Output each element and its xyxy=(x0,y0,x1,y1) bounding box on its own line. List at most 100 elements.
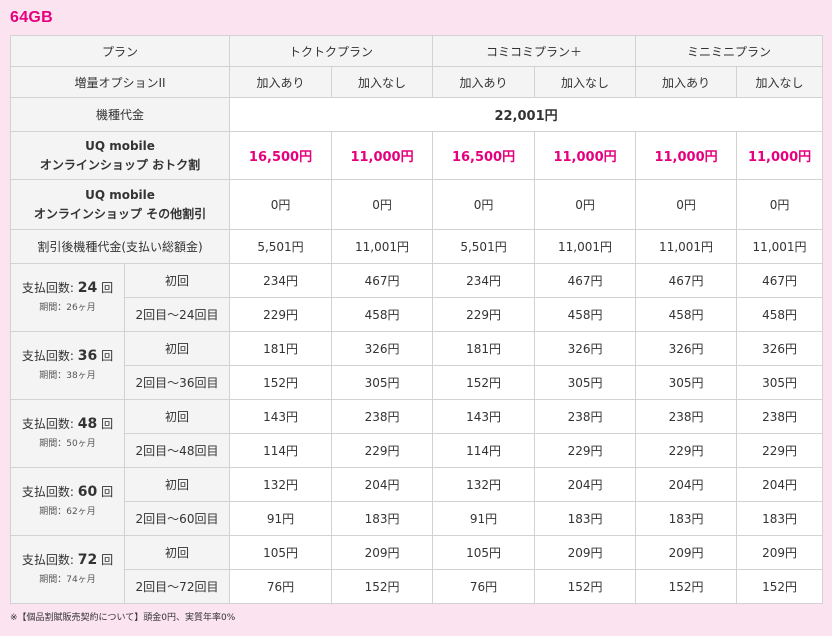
after-discount-value: 11,001円 xyxy=(331,229,434,264)
payment-rest-value: 458円 xyxy=(534,297,637,332)
plan-name: コミコミプラン＋ xyxy=(432,35,637,67)
payment-rest-value: 229円 xyxy=(534,433,637,468)
discount2-label: UQ mobile オンラインショップ その他割引 xyxy=(9,179,231,230)
discount2-value: 0円 xyxy=(736,179,824,230)
payment-rest-value: 114円 xyxy=(432,433,536,468)
payment-first-value: 204円 xyxy=(534,467,637,502)
payment-count-cell: 支払回数: 36 回期間：38ヶ月 xyxy=(10,331,125,400)
payment-rest-value: 305円 xyxy=(635,365,738,400)
option-value: 加入なし xyxy=(736,66,824,98)
payment-first-row: 支払回数: 36 回期間：38ヶ月 初回 181円 326円 181円 326円 326円 3… xyxy=(10,331,824,400)
payment-first-label: 初回 xyxy=(123,467,231,502)
payment-first-value: 467円 xyxy=(534,263,637,298)
payment-first-value: 209円 xyxy=(736,535,824,570)
payment-suffix: 回 xyxy=(101,280,114,295)
discount1-label-line1: UQ mobile xyxy=(85,138,155,153)
payment-rest-row: 2回目〜60回目 91円 183円 91円 183円 183円 183円 xyxy=(11,501,824,536)
payment-rest-label: 2回目〜48回目 xyxy=(123,433,231,468)
payment-first-label: 初回 xyxy=(123,399,231,434)
payment-rest-value: 229円 xyxy=(229,297,333,332)
after-discount-value: 11,001円 xyxy=(635,229,738,264)
discount1-value: 16,500円 xyxy=(432,131,536,180)
payment-first-value: 105円 xyxy=(229,535,333,570)
after-discount-value: 11,001円 xyxy=(736,229,824,264)
payment-rest-value: 152円 xyxy=(331,569,434,604)
plan-label: プラン xyxy=(9,35,231,67)
payment-first-label: 初回 xyxy=(123,263,231,298)
option-value: 加入あり xyxy=(432,66,536,98)
price-table: プラン トクトクプラン コミコミプラン＋ ミニミニプラン 増量オプションII 加… xyxy=(9,35,824,604)
payment-first-value: 234円 xyxy=(229,263,333,298)
payment-rest-value: 91円 xyxy=(432,501,536,536)
payment-rest-value: 229円 xyxy=(736,433,824,468)
payment-suffix: 回 xyxy=(101,552,114,567)
payment-first-row: 支払回数: 60 回期間：62ヶ月 初回 132円 204円 132円 204円 204円 2… xyxy=(10,467,824,536)
option-value: 加入なし xyxy=(331,66,434,98)
payment-rest-label: 2回目〜72回目 xyxy=(123,569,231,604)
payment-prefix: 支払回数: xyxy=(21,280,74,295)
payment-first-row: 支払回数: 72 回期間：74ヶ月 初回 105円 209円 105円 209円 209円 2… xyxy=(10,535,824,604)
discount2-value: 0円 xyxy=(229,179,333,230)
payment-rest-row: 2回目〜72回目 76円 152円 76円 152円 152円 152円 xyxy=(11,569,824,604)
payment-count-cell: 支払回数: 60 回期間：62ヶ月 xyxy=(10,467,125,536)
payment-rest-value: 458円 xyxy=(635,297,738,332)
payment-suffix: 回 xyxy=(101,416,114,431)
payment-rest-value: 305円 xyxy=(534,365,637,400)
payment-rest-label: 2回目〜24回目 xyxy=(123,297,231,332)
payment-suffix: 回 xyxy=(101,484,114,499)
payment-rest-value: 152円 xyxy=(534,569,637,604)
payment-rest-value: 152円 xyxy=(736,569,824,604)
capacity-title: 64GB xyxy=(10,9,53,26)
plan-header-row: プラン トクトクプラン コミコミプラン＋ ミニミニプラン xyxy=(9,35,824,67)
option-value: 加入あり xyxy=(635,66,738,98)
payment-first-value: 105円 xyxy=(432,535,536,570)
payment-first-value: 467円 xyxy=(736,263,824,298)
payment-first-value: 204円 xyxy=(331,467,434,502)
payment-rest-value: 183円 xyxy=(331,501,434,536)
payment-first-value: 326円 xyxy=(635,331,738,366)
payment-rest-row: 2回目〜36回目 152円 305円 152円 305円 305円 305円 xyxy=(11,365,824,400)
discount1-value: 11,000円 xyxy=(331,131,434,180)
payment-first-value: 209円 xyxy=(534,535,637,570)
payment-rest-value: 305円 xyxy=(331,365,434,400)
payment-prefix: 支払回数: xyxy=(21,484,74,499)
device-price-label: 機種代金 xyxy=(9,97,231,132)
discount2-row: UQ mobile オンラインショップ その他割引 0円 0円 0円 0円 0円 … xyxy=(9,179,824,230)
payment-suffix: 回 xyxy=(101,348,114,363)
payment-first-value: 326円 xyxy=(331,331,434,366)
discount2-label-line1: UQ mobile xyxy=(85,187,155,202)
payment-rest-value: 183円 xyxy=(534,501,637,536)
payment-period: 期間：62ヶ月 xyxy=(39,506,96,517)
payment-count: 60 xyxy=(77,483,98,500)
device-price-value: 22,001円 xyxy=(229,97,824,132)
payment-first-value: 238円 xyxy=(331,399,434,434)
payment-rest-value: 229円 xyxy=(432,297,536,332)
payment-period: 期間：74ヶ月 xyxy=(39,574,96,585)
payment-first-value: 234円 xyxy=(432,263,536,298)
after-discount-value: 5,501円 xyxy=(229,229,333,264)
payment-first-value: 238円 xyxy=(736,399,824,434)
payment-count: 48 xyxy=(77,415,98,432)
option-row: 増量オプションII 加入あり 加入なし 加入あり 加入なし 加入あり 加入なし xyxy=(9,66,824,98)
payment-first-value: 238円 xyxy=(635,399,738,434)
payment-rest-value: 183円 xyxy=(635,501,738,536)
payment-first-row: 支払回数: 24 回期間：26ヶ月 初回 234円 467円 234円 467円 467円 4… xyxy=(10,263,824,332)
payment-rest-row: 2回目〜48回目 114円 229円 114円 229円 229円 229円 xyxy=(11,433,824,468)
payment-first-value: 143円 xyxy=(229,399,333,434)
payment-period: 期間：26ヶ月 xyxy=(39,302,96,313)
payment-count-cell: 支払回数: 24 回期間：26ヶ月 xyxy=(10,263,125,332)
discount2-value: 0円 xyxy=(534,179,637,230)
payment-prefix: 支払回数: xyxy=(21,416,74,431)
payment-first-value: 204円 xyxy=(736,467,824,502)
payment-rest-label: 2回目〜36回目 xyxy=(123,365,231,400)
payment-prefix: 支払回数: xyxy=(21,552,74,567)
payment-rest-value: 152円 xyxy=(432,365,536,400)
payment-prefix: 支払回数: xyxy=(21,348,74,363)
option-value: 加入なし xyxy=(534,66,637,98)
option-value: 加入あり xyxy=(229,66,333,98)
plan-name: トクトクプラン xyxy=(229,35,434,67)
discount2-label-line2: オンラインショップ その他割引 xyxy=(33,206,207,221)
payment-rest-value: 114円 xyxy=(229,433,333,468)
discount1-value: 11,000円 xyxy=(736,131,824,180)
discount1-row: UQ mobile オンラインショップ おトク割 16,500円 11,000円 … xyxy=(9,131,824,180)
